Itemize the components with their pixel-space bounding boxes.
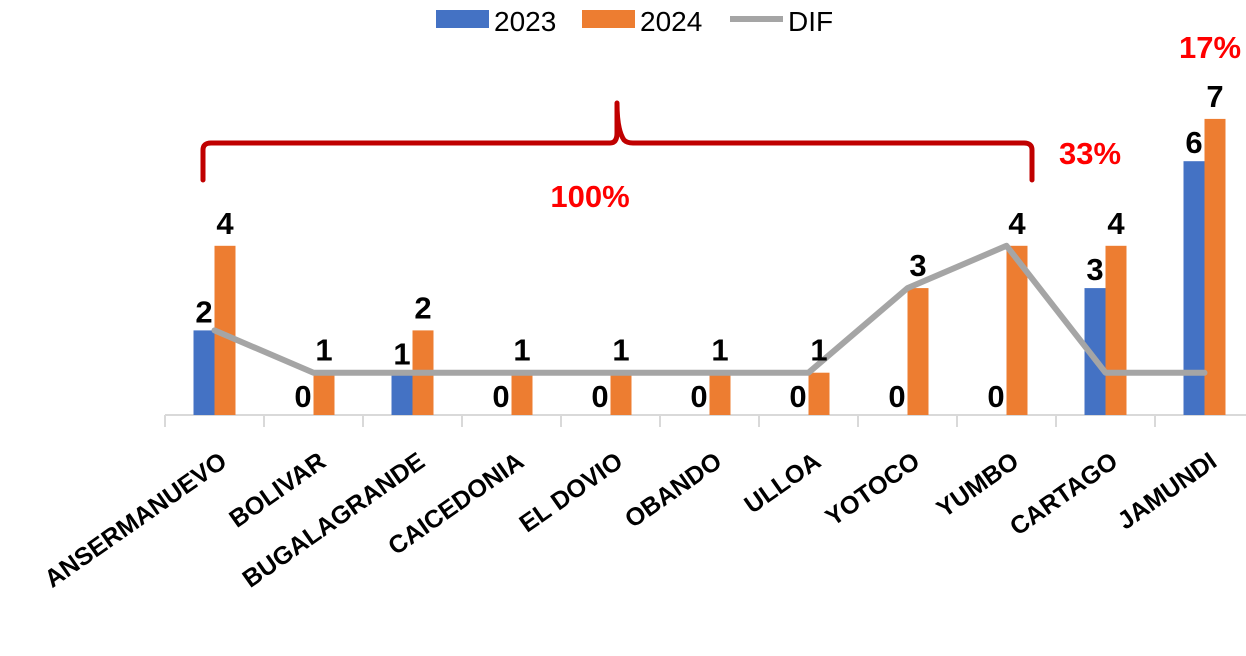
value-label-2023: 0 [294, 379, 311, 414]
category-label: BUGALAGRANDE [238, 447, 430, 593]
bar-2024 [610, 372, 632, 415]
legend-label-2024: 2024 [640, 6, 702, 37]
value-label-2023: 0 [690, 379, 707, 414]
category-label: EL DOVIO [514, 447, 628, 538]
group-percent-label: 100% [550, 179, 629, 214]
bar-2024 [511, 372, 533, 415]
bar-2024 [313, 372, 335, 415]
bar-2023 [1183, 161, 1205, 415]
value-label-2024: 1 [513, 333, 530, 368]
bar-2023 [193, 330, 215, 415]
value-label-2024: 4 [216, 206, 234, 241]
value-label-2024: 4 [1107, 206, 1125, 241]
bar-2024 [709, 372, 731, 415]
line-dif [211, 242, 1208, 376]
legend-label-2023: 2023 [494, 6, 556, 37]
category-label: OBANDO [620, 447, 727, 534]
value-label-2024: 1 [711, 333, 728, 368]
legend-label-dif: DIF [788, 6, 833, 37]
value-label-2023: 0 [888, 379, 905, 414]
bar-2024 [1204, 118, 1226, 416]
value-label-2024: 7 [1206, 79, 1223, 114]
jamundi-percent-label: 17% [1179, 30, 1241, 65]
value-label-2023: 3 [1086, 252, 1103, 287]
value-label-2024: 1 [315, 333, 332, 368]
category-label: YUMBO [932, 447, 1024, 523]
value-label-2024: 1 [810, 333, 827, 368]
value-label-2024: 3 [909, 248, 926, 283]
category-label: CARTAGO [1005, 447, 1123, 541]
value-label-2023: 1 [393, 337, 410, 372]
group-bracket [200, 100, 1035, 183]
category-label: YOTOCO [821, 447, 925, 532]
bar-2023 [1084, 288, 1106, 415]
bar-2024 [1006, 245, 1028, 415]
legend-swatch-2023 [436, 10, 489, 28]
bar-2024 [808, 372, 830, 415]
value-label-2024: 4 [1008, 206, 1026, 241]
value-label-2024: 1 [612, 333, 629, 368]
value-label-2024: 2 [414, 290, 431, 325]
bar-2024 [1105, 245, 1127, 415]
legend-swatch-2024 [582, 10, 635, 28]
value-label-2023: 0 [591, 379, 608, 414]
legend: 2023 2024 DIF [436, 6, 833, 37]
value-label-2023: 6 [1185, 125, 1202, 160]
bar-2024 [907, 288, 929, 415]
value-label-2023: 0 [789, 379, 806, 414]
value-label-2023: 0 [987, 379, 1004, 414]
bar-2024 [214, 245, 236, 415]
category-label: ULLOA [739, 447, 826, 519]
category-label: ANSERMANUEVO [40, 447, 232, 593]
value-label-2023: 2 [195, 294, 212, 329]
cartago-percent-label: 33% [1059, 136, 1121, 171]
bar-2023 [391, 372, 413, 415]
category-label: JAMUNDI [1113, 447, 1222, 535]
value-label-2023: 0 [492, 379, 509, 414]
